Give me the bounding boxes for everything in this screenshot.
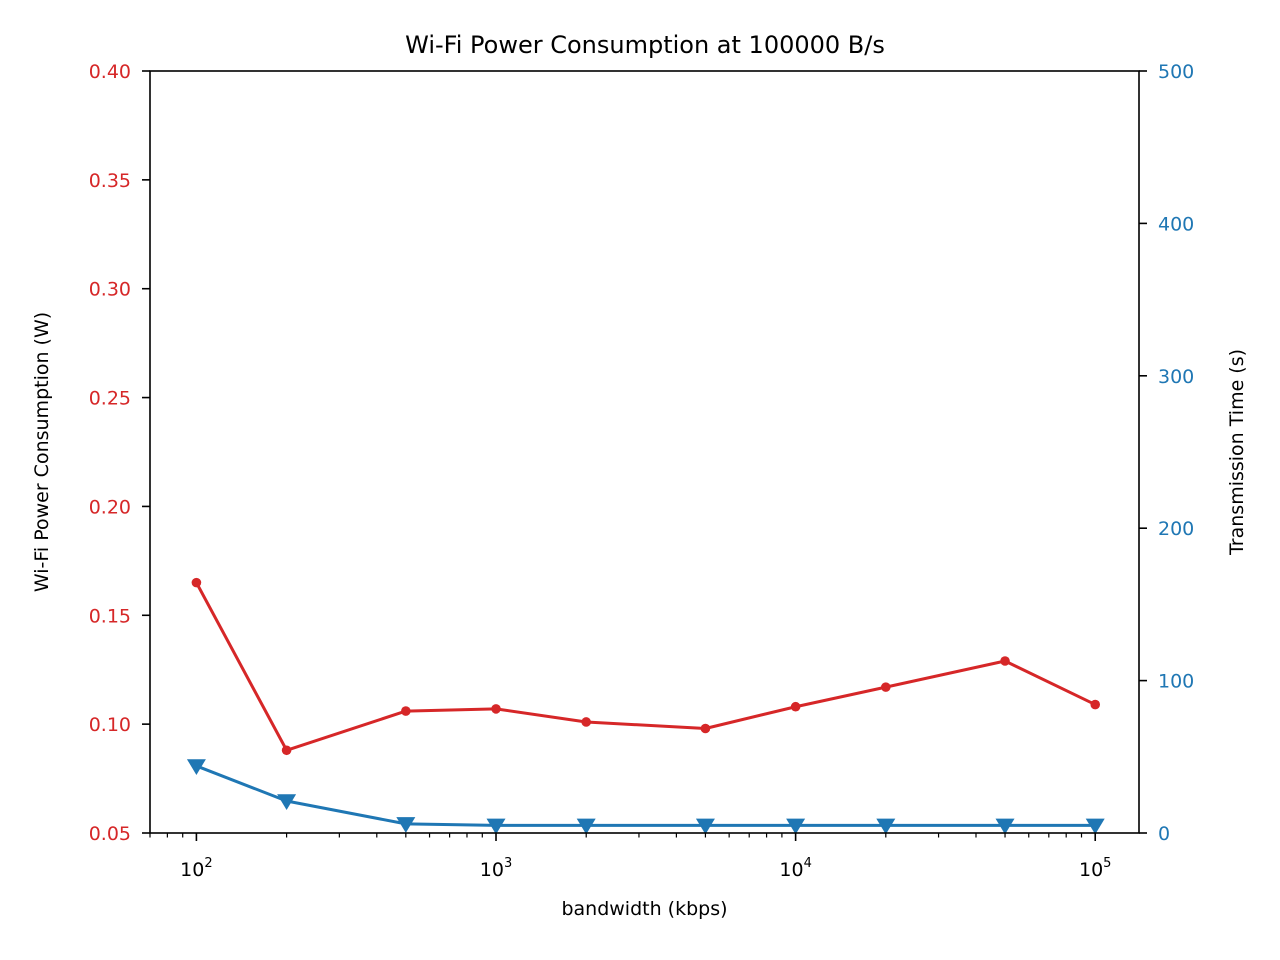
y-right-tick-label-2: 200 [1158,518,1194,540]
power-point-3 [491,704,501,714]
power-series-line [195,581,1096,752]
y-left-tick-label-0: 0.05 [89,823,131,845]
plot-lines [195,581,1096,827]
time-point-6 [786,818,806,835]
y-left-tick-label-6: 0.35 [89,170,131,192]
time-point-3 [486,818,506,835]
x-tick-label-2: 104 [779,856,811,881]
power-point-4 [581,717,592,727]
y-left-tick-label-4: 0.25 [89,388,131,410]
power-point-9 [1090,699,1101,710]
power-point-8 [1000,656,1010,666]
power-point-2 [401,706,411,716]
y-right-axis-ticks: 0 100 200 300 400 500 [1139,61,1194,845]
y-left-axis-ticks: 0.05 0.10 0.15 0.20 0.25 0.30 0.35 0.40 [89,61,150,845]
power-point-7 [881,682,891,692]
time-point-5 [695,818,715,835]
y-left-axis-label: Wi-Fi Power Consumption (W) [31,312,53,592]
y-right-tick-label-4: 400 [1158,213,1194,235]
y-left-tick-label-7: 0.40 [89,61,131,83]
y-left-tick-label-5: 0.30 [89,279,131,301]
plot-markers [186,577,1105,835]
power-point-6 [790,701,801,712]
power-point-0 [191,577,202,588]
y-left-tick-label-3: 0.20 [89,496,131,518]
y-right-tick-label-1: 100 [1158,671,1194,693]
x-axis-label: bandwidth (kbps) [561,898,727,920]
time-point-9 [1085,818,1105,835]
time-point-2 [396,817,416,833]
x-axis-ticks: 102 103 104 105 [149,833,1111,881]
chart-title: Wi-Fi Power Consumption at 100000 B/s [405,31,885,59]
y-right-tick-label-0: 0 [1158,823,1170,845]
time-point-1 [277,794,297,810]
time-point-7 [876,818,896,835]
time-point-0 [186,759,206,775]
y-left-tick-label-2: 0.15 [89,605,131,627]
power-point-1 [281,745,292,756]
y-left-tick-label-1: 0.10 [89,714,131,736]
x-tick-label-1: 103 [480,856,512,881]
y-right-tick-label-5: 500 [1158,61,1194,83]
time-point-8 [995,818,1015,835]
power-point-5 [700,723,711,734]
y-right-axis-label: Transmission Time (s) [1226,349,1248,556]
plot-frame [149,70,1140,834]
x-tick-label-0: 102 [180,856,212,881]
x-tick-label-3: 105 [1079,856,1111,881]
y-right-tick-label-3: 300 [1158,366,1194,388]
time-series-line [195,764,1096,827]
time-point-4 [576,818,596,835]
